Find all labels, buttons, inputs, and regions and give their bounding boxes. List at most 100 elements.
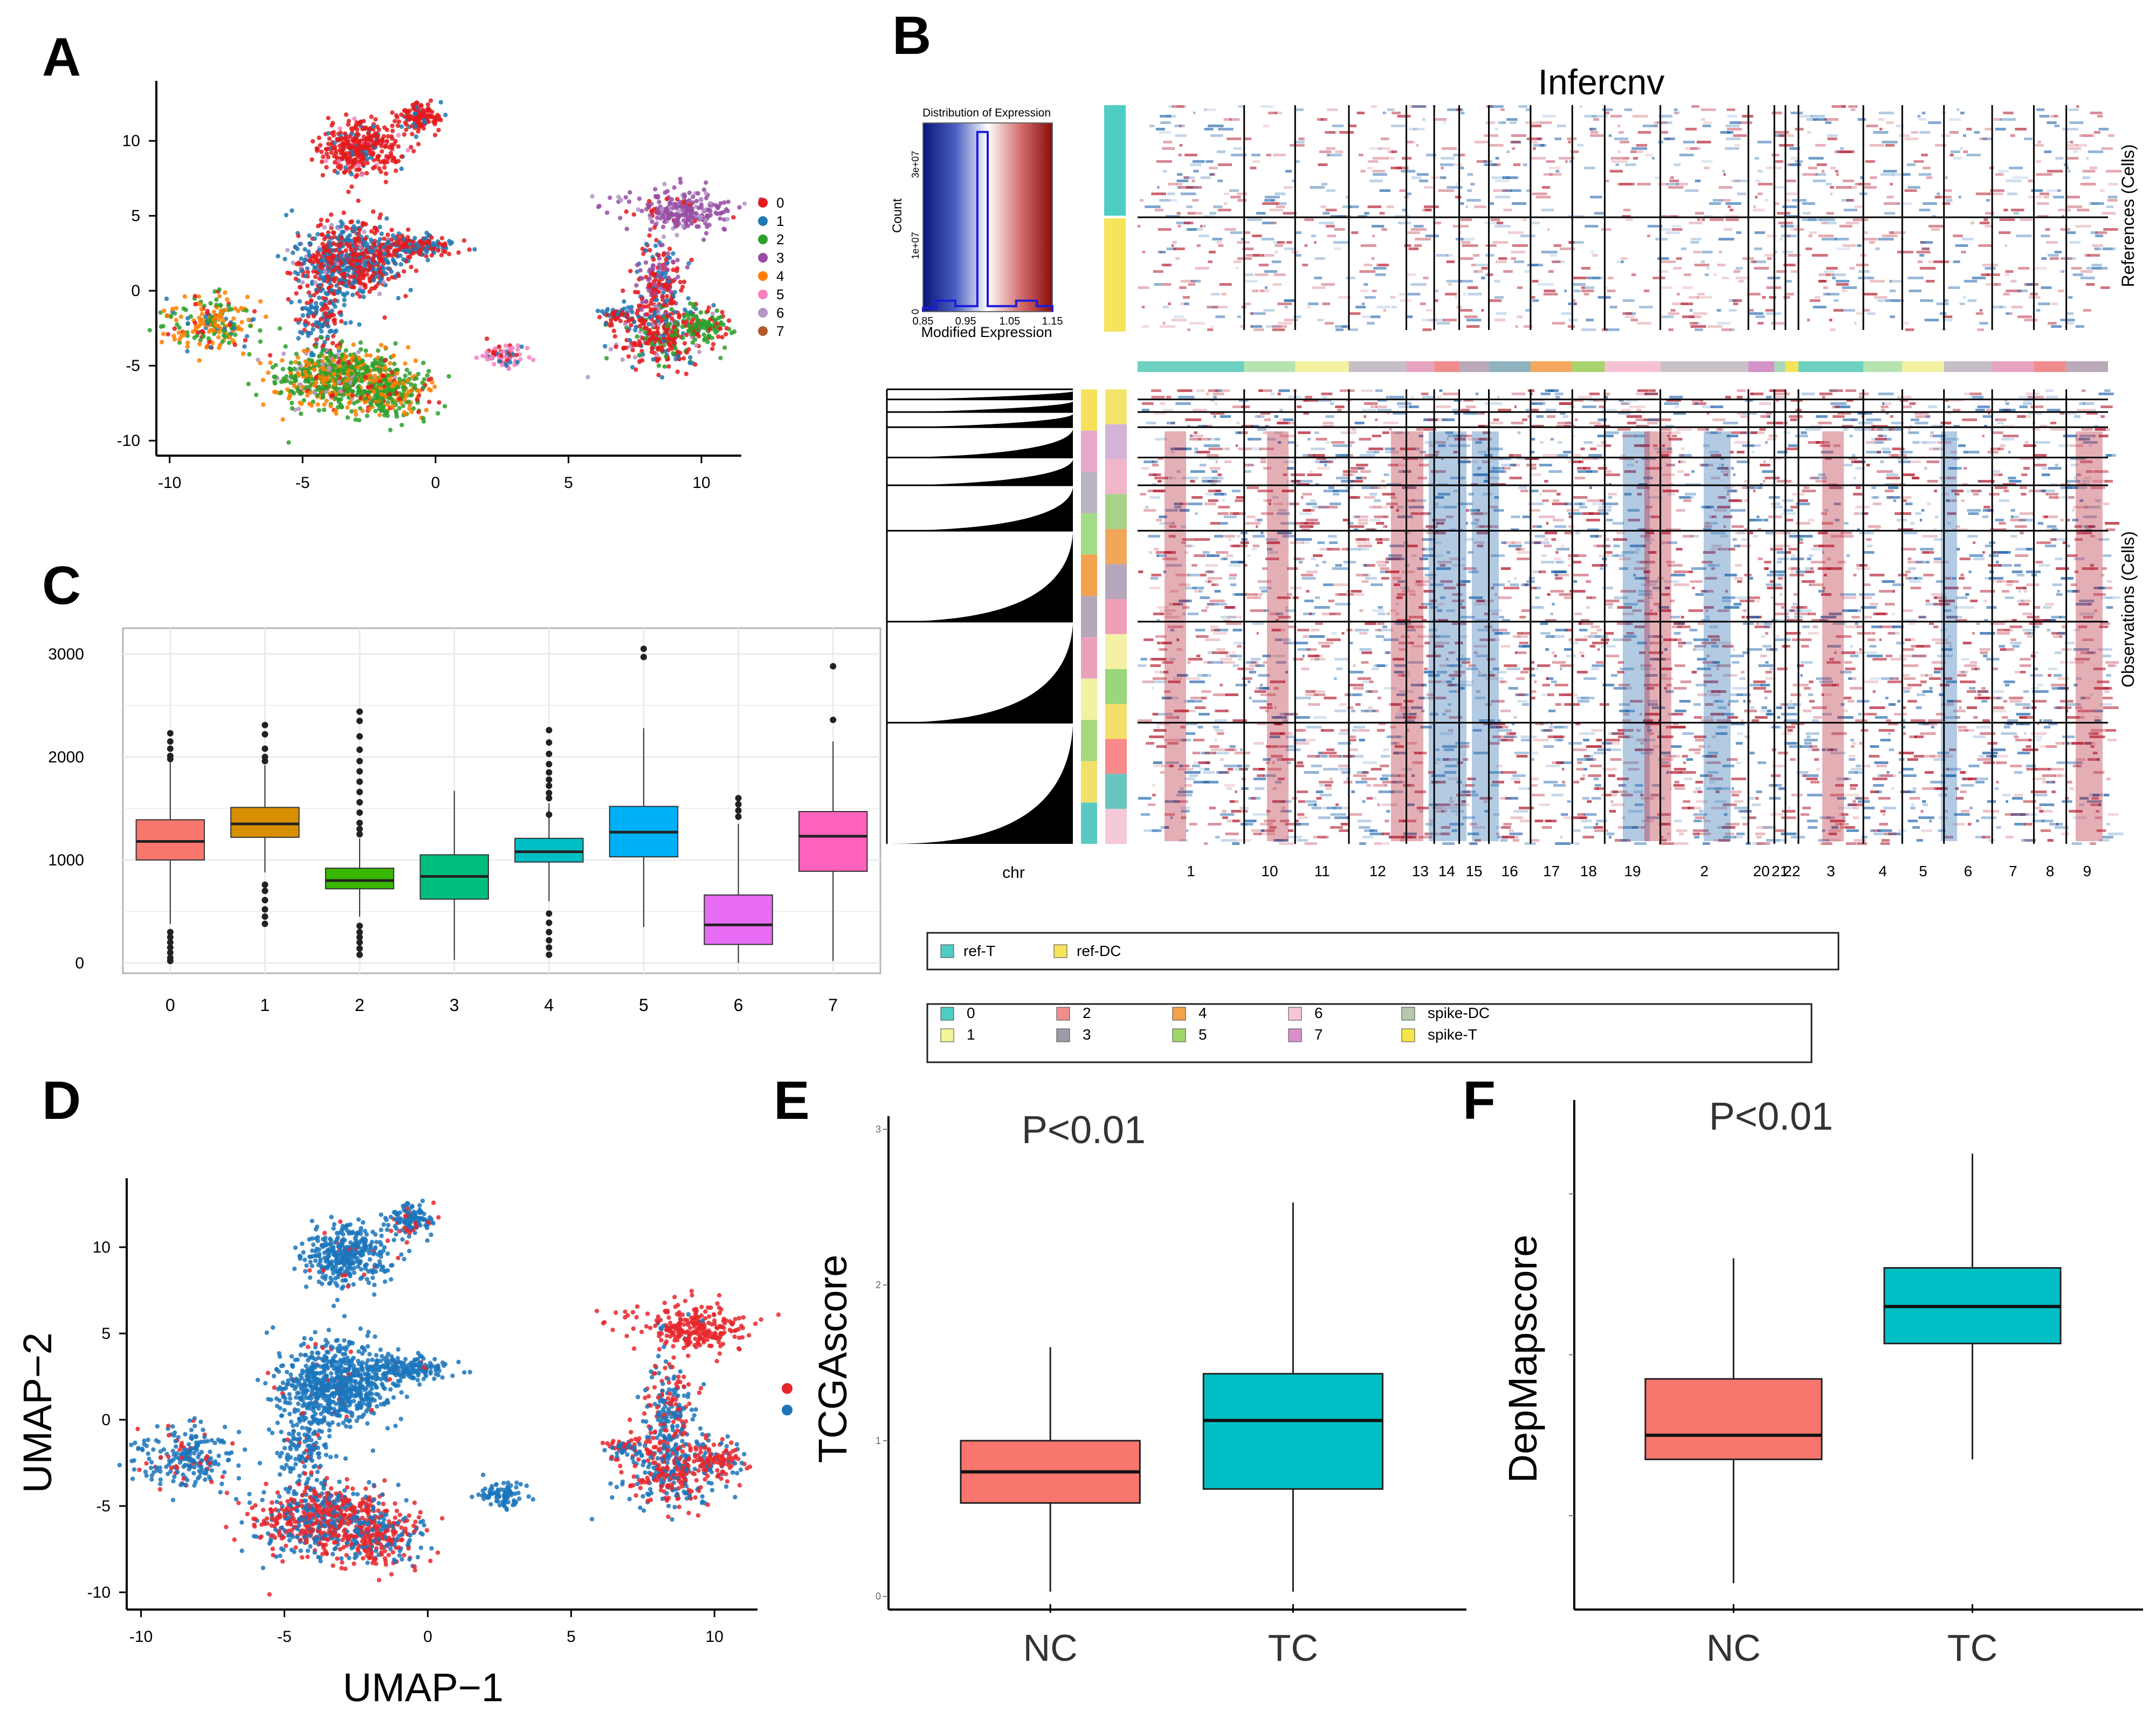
- b-ref-heat-cell: [1608, 134, 1612, 137]
- b-ref-heat-cell: [1661, 260, 1676, 263]
- b-ref-heat-cell: [1533, 144, 1547, 147]
- b-ref-heat-cell: [1424, 205, 1439, 208]
- a-point: [264, 314, 268, 319]
- b-ref-heat-cell: [1553, 244, 1561, 247]
- b-ref-heat-cell: [1247, 218, 1262, 221]
- b-ref-heat-cell: [1541, 251, 1558, 253]
- a-point: [612, 334, 618, 339]
- b-ref-heat-cell: [1656, 238, 1668, 240]
- b-ref-heat-cell: [1625, 218, 1633, 221]
- b-ref-heat-cell: [1275, 251, 1278, 253]
- a-point: [643, 330, 648, 335]
- a-point: [407, 406, 412, 411]
- a-point: [275, 253, 280, 259]
- b-ref-heat-cell: [1512, 202, 1526, 205]
- a-point: [379, 143, 384, 148]
- b-ref-heat-cell: [1671, 225, 1682, 228]
- a-point: [164, 313, 170, 318]
- b-ref-heat-cell: [1950, 150, 1960, 153]
- b-ref-heat-cell: [1999, 231, 2011, 234]
- b-hist-x-tick: 1.15: [1042, 315, 1063, 327]
- b-ref-heat-cell: [1584, 167, 1595, 169]
- b-ref-heat-cell: [1159, 199, 1170, 202]
- b-ref-heat-cell: [1676, 293, 1680, 295]
- panel-letter-f: F: [1463, 1070, 1496, 1131]
- a-point: [298, 400, 302, 405]
- a-point: [693, 337, 698, 342]
- a-point: [298, 329, 302, 335]
- a-point: [355, 127, 360, 132]
- a-point: [352, 158, 357, 163]
- a-point: [702, 338, 707, 342]
- a-point: [678, 176, 683, 182]
- b-ref-heat-cell: [1685, 128, 1697, 130]
- a-point: [381, 280, 386, 285]
- a-point: [377, 291, 382, 297]
- a-point: [403, 361, 408, 366]
- a-point: [343, 165, 348, 170]
- b-ref-heat-cell: [1367, 167, 1373, 169]
- a-point: [390, 128, 395, 133]
- b-ref-heat-cell: [1921, 112, 1926, 114]
- b-ref-heat-cell: [1661, 131, 1668, 134]
- b-ref-heat-cell: [1999, 170, 2009, 173]
- b-ref-heat-cell: [1414, 244, 1422, 247]
- a-point: [302, 247, 307, 252]
- b-ref-heat-cell: [1924, 247, 1930, 250]
- a-point: [644, 274, 649, 280]
- b-ref-heat-cell: [1695, 180, 1701, 182]
- a-point: [297, 361, 301, 366]
- b-ref-heat-cell: [1372, 157, 1388, 160]
- a-point: [660, 243, 665, 247]
- b-ref-heat-cell: [1555, 170, 1560, 173]
- a-point: [358, 340, 363, 345]
- b-ref-heat-cell: [1723, 228, 1733, 231]
- b-ref-heat-cell: [1826, 212, 1834, 215]
- b-ref-heat-cell: [1177, 186, 1181, 189]
- a-point: [688, 355, 693, 360]
- b-ref-heat-cell: [1416, 173, 1429, 176]
- b-ref-heat-cell: [1655, 176, 1659, 179]
- a-point: [320, 276, 326, 281]
- b-ref-heat-cell: [1179, 286, 1187, 289]
- a-point: [379, 382, 384, 387]
- b-ref-heat-cell: [1409, 105, 1425, 108]
- b-ref-heat-cell: [1995, 128, 2006, 130]
- a-point: [304, 384, 309, 390]
- a-point: [637, 339, 642, 344]
- a-point: [669, 316, 674, 321]
- b-ref-heat-cell: [1757, 192, 1763, 195]
- b-ref-heat-cell: [1620, 141, 1629, 143]
- a-point: [393, 160, 398, 164]
- b-ref-heat-cell: [1290, 144, 1305, 147]
- b-ref-heat-cell: [1670, 309, 1676, 312]
- b-ref-heat-cell: [1391, 125, 1406, 127]
- b-ref-heat-cell: [1435, 118, 1447, 121]
- a-point: [648, 282, 653, 287]
- a-point: [246, 318, 251, 322]
- a-point: [251, 317, 256, 322]
- a-point: [340, 141, 345, 146]
- b-ref-heat-cell: [1616, 260, 1624, 263]
- a-point: [403, 412, 408, 417]
- a-point: [317, 354, 322, 359]
- a-point: [430, 109, 435, 114]
- b-expression-histogram: Distribution of Expression Modified Expr…: [890, 107, 1063, 340]
- b-ref-heat-cell: [1858, 277, 1875, 279]
- a-point: [358, 259, 363, 264]
- b-title: Infercnv: [1538, 62, 1665, 102]
- a-point: [258, 361, 263, 366]
- b-ref-heat-cell: [1602, 108, 1613, 111]
- b-ref-heat-cell: [1518, 105, 1527, 108]
- b-ref-heat-cell: [1159, 131, 1171, 134]
- b-ref-heat-cell: [1931, 228, 1940, 231]
- a-point: [609, 317, 614, 322]
- b-ref-heat-cell: [1673, 163, 1681, 166]
- a-point: [312, 383, 317, 388]
- b-ref-heat-cell: [1252, 235, 1262, 237]
- a-point: [371, 209, 376, 214]
- a-point: [424, 250, 429, 255]
- a-point: [614, 345, 618, 349]
- b-ref-heat-cell: [1830, 186, 1834, 189]
- a-point: [426, 232, 431, 238]
